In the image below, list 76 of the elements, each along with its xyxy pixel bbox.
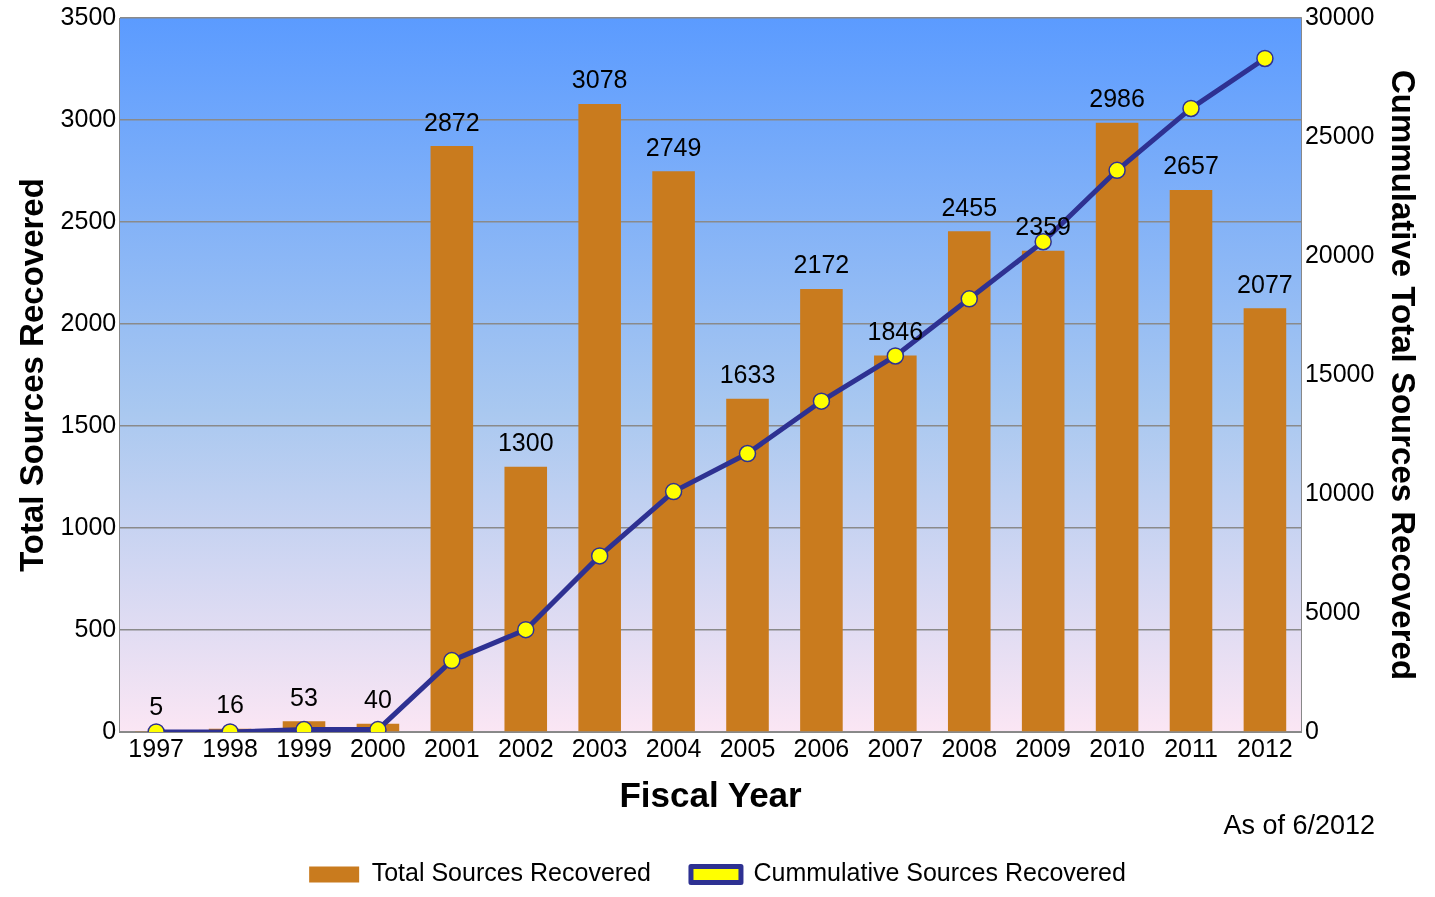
data-label: 3078 [571, 65, 628, 94]
x-tick-label: 1999 [276, 733, 332, 762]
data-label: 53 [290, 682, 318, 711]
point [738, 444, 757, 463]
bar [1169, 189, 1213, 732]
point [1256, 49, 1274, 68]
y-tick-label: 1000 [60, 511, 117, 540]
data-label: 2359 [1015, 212, 1071, 241]
bar [504, 466, 548, 732]
point [590, 547, 609, 565]
y2-tick-label: 30000 [1304, 1, 1375, 30]
y2-tick-label: 25000 [1304, 120, 1375, 149]
data-label: 1846 [867, 316, 924, 345]
x-tick-label: 2010 [1089, 733, 1145, 762]
x-tick-label: 2004 [645, 733, 702, 762]
bar [800, 288, 843, 732]
x-tick-label: 2006 [793, 733, 850, 762]
data-label: 2872 [424, 107, 480, 136]
y-tick-label: 3500 [60, 1, 117, 30]
y2-tick-label: 20000 [1304, 239, 1375, 268]
x-tick-label: 2011 [1164, 733, 1218, 762]
data-label: 2455 [941, 192, 998, 221]
legend-label: Total Sources Recovered [371, 858, 651, 887]
text: As of 6/2012 [1223, 810, 1375, 841]
x-tick-label: 2008 [941, 733, 998, 762]
data-label: 16 [216, 690, 244, 719]
y-tick-label: 3000 [60, 103, 117, 132]
y-tick-label: 0 [102, 715, 117, 744]
data-label: 2986 [1089, 84, 1145, 113]
point [517, 620, 535, 639]
x-tick-label: 1998 [202, 733, 258, 762]
bar [874, 355, 917, 732]
x-tick-label: 2009 [1015, 733, 1071, 762]
data-label: 2172 [793, 250, 850, 279]
y2-tick-label: 15000 [1304, 358, 1375, 387]
y2-tick-label: 0 [1304, 715, 1319, 744]
bar [1095, 122, 1139, 732]
x-tick-label: 1997 [128, 733, 184, 762]
y-tick-label: 2500 [60, 205, 117, 234]
data-label: 2749 [645, 132, 702, 161]
point [812, 392, 831, 410]
data-label: 5 [149, 692, 164, 721]
y-tick-label: 2000 [60, 307, 117, 336]
point [443, 651, 461, 670]
point [1182, 99, 1200, 118]
data-label: 2657 [1163, 151, 1219, 180]
y2-tick-label: 5000 [1304, 596, 1361, 625]
x-tick-label: 2000 [350, 733, 406, 762]
x-tick-label: 2005 [719, 733, 776, 762]
x-tick-label: 2003 [571, 733, 628, 762]
bar [1021, 250, 1065, 732]
data-label: 2077 [1237, 269, 1293, 298]
x-tick-label: 2007 [867, 733, 924, 762]
bar [947, 231, 991, 732]
y-tick-label: 500 [74, 613, 117, 642]
data-label: 1300 [497, 428, 554, 457]
point [664, 482, 683, 501]
bar [652, 171, 695, 732]
bar [726, 398, 769, 732]
x-tick-label: 2001 [424, 733, 480, 762]
legend-label: Cummulative Sources Recovered [753, 858, 1126, 887]
x-tick-label: 2012 [1237, 733, 1293, 762]
point [960, 290, 979, 308]
data-label: 1633 [719, 360, 776, 389]
x-tick-label: 2002 [497, 733, 554, 762]
y-axis-title: Total Sources Recovered [12, 178, 50, 572]
bar [578, 104, 621, 732]
data-label: 40 [364, 685, 392, 714]
point [886, 347, 905, 365]
y2-axis-title: Cummulative Total Sources Recovered [1385, 69, 1423, 681]
y2-tick-label: 10000 [1304, 477, 1375, 506]
x-axis-title: Fiscal Year [619, 774, 803, 814]
bar [1243, 308, 1287, 732]
bar [430, 146, 474, 732]
y-tick-label: 1500 [60, 409, 117, 438]
point [1108, 161, 1126, 180]
